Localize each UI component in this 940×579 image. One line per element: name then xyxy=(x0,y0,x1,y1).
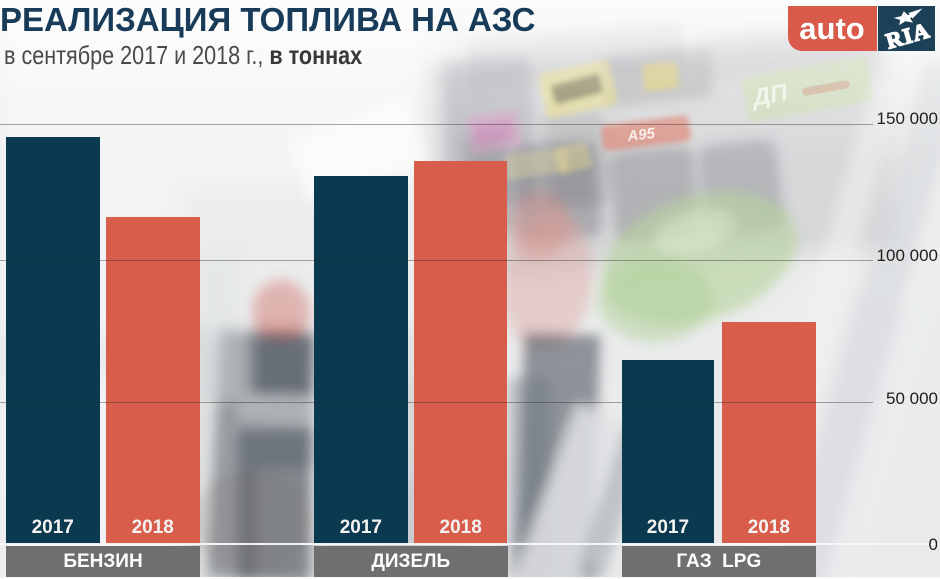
svg-text:auto: auto xyxy=(799,11,864,46)
